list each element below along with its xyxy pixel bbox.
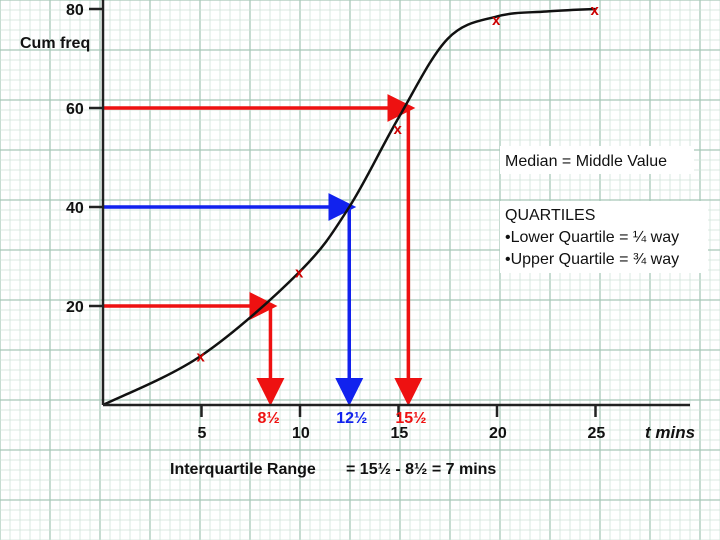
cumulative-frequency-curve <box>102 7 596 407</box>
quartile-value-label: 15½ <box>395 410 426 427</box>
quartile-value-labels: 8½ 12½ 15½ <box>257 410 426 427</box>
quartiles-note-box <box>500 201 708 273</box>
median-note-box <box>500 146 694 174</box>
y-axis-label: Cum freq <box>20 35 90 52</box>
quartile-value-label: 12½ <box>336 410 367 427</box>
quartiles-lower: •Lower Quartile = ¼ way <box>505 229 679 246</box>
iqr-value: = 15½ - 8½ = 7 mins <box>346 461 496 478</box>
x-tick-label: 15 <box>391 425 409 442</box>
y-tick-label: 60 <box>66 101 84 118</box>
x-tick-label: 10 <box>292 425 310 442</box>
reference-lines <box>103 94 423 406</box>
x-tick-label: 25 <box>588 425 606 442</box>
median-note: Median = Middle Value <box>505 153 667 170</box>
iqr-label: Interquartile Range <box>170 461 316 478</box>
x-tick-label: 20 <box>489 425 507 442</box>
data-point-marker: x <box>197 349 206 366</box>
data-point-marker: x <box>394 121 403 138</box>
quartile-value-label: 8½ <box>257 410 279 427</box>
data-point-marker: x <box>295 264 304 281</box>
y-tick-label: 80 <box>66 2 84 19</box>
y-tick-label: 20 <box>66 299 84 316</box>
data-point-marker: x <box>591 2 600 19</box>
x-tick-label: 5 <box>198 425 207 442</box>
quartiles-title: QUARTILES <box>505 207 595 224</box>
data-point-marker: x <box>492 12 501 29</box>
quartiles-upper: •Upper Quartile = ¾ way <box>505 251 679 268</box>
x-axis-label: t mins <box>645 423 695 442</box>
data-points: x x x x x <box>197 2 600 366</box>
y-tick-label: 40 <box>66 200 84 217</box>
axis-ticks: 20 40 60 80 5 10 15 20 25 <box>66 2 605 442</box>
